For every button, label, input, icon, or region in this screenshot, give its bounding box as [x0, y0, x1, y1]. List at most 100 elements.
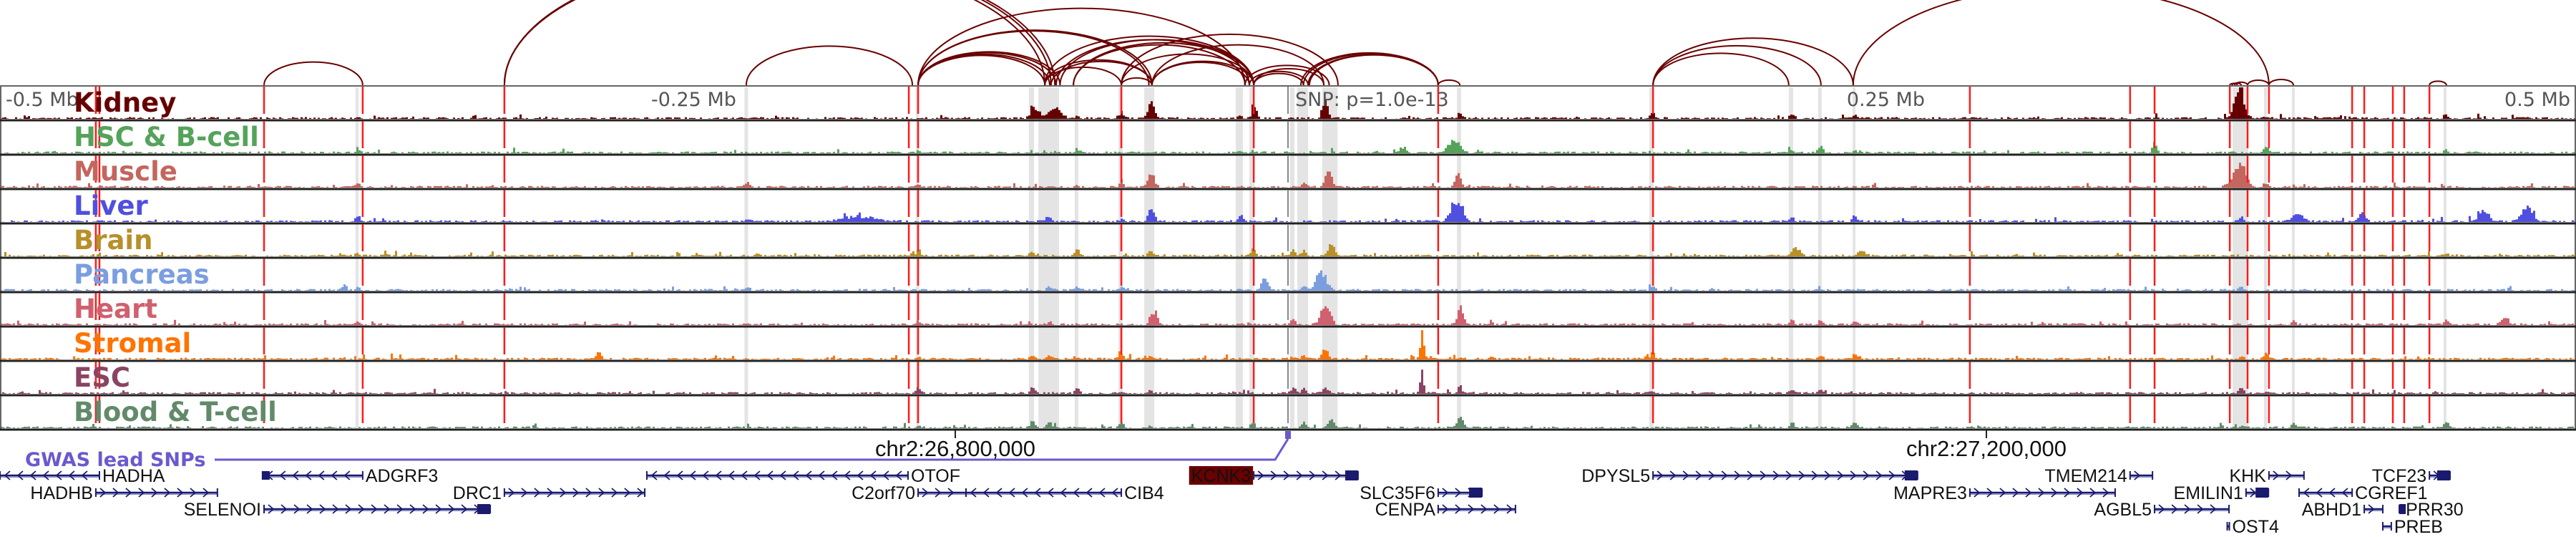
- highlighted-gene-badge: [1189, 466, 1254, 485]
- gene-label: CIB4: [1124, 483, 1164, 503]
- gene-adgrf3[interactable]: ADGRF3: [261, 466, 438, 486]
- interaction-arc: [1437, 79, 1461, 86]
- gene-c2orf70[interactable]: C2orf70: [852, 483, 967, 503]
- strand-arrow-right-icon: [1974, 488, 2109, 498]
- gwas-lead-snp-marker[interactable]: [1285, 431, 1291, 439]
- gene-label: AGBL5: [2094, 500, 2152, 520]
- axis-quarter-right-label: 0.25 Mb: [1847, 89, 1925, 111]
- gene-label: ABHD1: [2302, 500, 2361, 520]
- interaction-arc: [1121, 53, 1255, 86]
- gene-cenpa[interactable]: CENPA: [1375, 500, 1516, 520]
- axis-labels: -0.5 Mb -0.25 Mb SNP: p=1.0e-13 0.25 Mb …: [6, 89, 2570, 111]
- gene-preb[interactable]: PREB: [2382, 517, 2443, 537]
- track-borders: [0, 85, 2576, 431]
- gene-label: HADHA: [102, 466, 165, 486]
- gene-exon-block: [2436, 470, 2450, 480]
- gene-exon-block: [1345, 470, 1358, 480]
- gene-hadhb[interactable]: HADHB: [30, 483, 218, 503]
- track-label-muscle: Muscle: [74, 156, 177, 187]
- gene-label: C2orf70: [852, 483, 915, 503]
- interaction-arc: [1852, 0, 2270, 86]
- track-label-kidney: Kidney: [74, 87, 176, 118]
- gene-agbl5[interactable]: AGBL5: [2094, 500, 2230, 520]
- gene-selenoi[interactable]: SELENOI: [184, 500, 492, 520]
- gene-slc35f6[interactable]: SLC35F6: [1360, 483, 1483, 503]
- interaction-arc: [1253, 68, 1325, 86]
- track-label-brain: Brain: [74, 225, 152, 256]
- interaction-arc: [917, 53, 1050, 86]
- interaction-arc: [1151, 62, 1250, 86]
- track-label-pancreas: Pancreas: [74, 259, 210, 290]
- signal-track-esc: [2, 369, 2576, 394]
- gene-kcnk3[interactable]: KCNK3: [1189, 466, 1359, 486]
- gene-exon-block: [2255, 488, 2269, 498]
- strand-arrow-right-icon: [268, 504, 481, 514]
- signal-track-heart: [0, 305, 2574, 325]
- gene-label: EMILIN1: [2174, 483, 2243, 503]
- gene-khk[interactable]: KHK: [2229, 466, 2305, 486]
- gene-cgref1[interactable]: CGREF1: [2298, 483, 2428, 503]
- gene-otof[interactable]: OTOF: [645, 466, 960, 486]
- coordinate-label-right: chr2:27,200,000: [1906, 436, 2067, 461]
- track-label-stromal: Stromal: [74, 328, 191, 359]
- interaction-arc: [503, 0, 1056, 86]
- signal-track-muscle: [0, 163, 2576, 188]
- interaction-arc: [917, 7, 1246, 86]
- gene-label: TCF23: [2372, 466, 2426, 486]
- gene-label: DPYSL5: [1581, 466, 1650, 486]
- strand-arrow-right-icon: [1442, 504, 1513, 514]
- interaction-arc: [745, 45, 914, 86]
- gene-emilin1[interactable]: EMILIN1: [2174, 483, 2270, 503]
- interaction-arc: [917, 54, 1046, 86]
- gene-label: DRC1: [453, 483, 502, 503]
- interaction-arc: [2268, 78, 2295, 86]
- gene-cib4[interactable]: CIB4: [965, 483, 1164, 503]
- coordinate-label-left: chr2:26,800,000: [875, 436, 1035, 461]
- track-label-esc: ESC: [74, 362, 130, 393]
- gene-label: OST4: [2233, 517, 2279, 537]
- interaction-arc: [2247, 79, 2270, 86]
- signal-track-brain: [0, 244, 2576, 256]
- track-label-liver: Liver: [74, 190, 148, 221]
- track-label-hsc-b-cell: HSC & B-cell: [74, 122, 259, 153]
- gene-label: CGREF1: [2355, 483, 2427, 503]
- gwas-track: GWAS lead SNPs: [25, 431, 1291, 471]
- gene-tcf23[interactable]: TCF23: [2372, 466, 2451, 486]
- gene-label: KCNK3: [1191, 466, 1251, 486]
- track-labels: Kidney HSC & B-cell Muscle Liver Brain P…: [74, 87, 277, 427]
- strand-arrow-right-icon: [508, 488, 644, 498]
- gene-label: OTOF: [911, 466, 960, 486]
- interaction-arc: [917, 51, 1061, 86]
- gene-label: HADHB: [30, 483, 93, 503]
- gene-hadha[interactable]: HADHA: [0, 466, 165, 486]
- gene-prr30[interactable]: PRR30: [2399, 500, 2464, 520]
- gwas-connector-line: [215, 438, 1289, 461]
- signal-tracks: [0, 87, 2576, 428]
- gene-drc1[interactable]: DRC1: [453, 483, 646, 503]
- gene-label: KHK: [2229, 466, 2266, 486]
- signal-track-blood-t-cell: [0, 417, 2574, 428]
- gene-exon-block: [1904, 470, 1918, 480]
- strand-arrow-left-icon: [650, 470, 902, 480]
- interaction-arc: [1244, 64, 1330, 86]
- gene-label: SELENOI: [184, 500, 261, 520]
- strand-arrow-right-icon: [922, 488, 955, 498]
- gene-label: CENPA: [1375, 500, 1436, 520]
- strand-arrow-left-icon: [4, 470, 88, 480]
- gene-ost4[interactable]: OST4: [2226, 517, 2279, 537]
- interaction-arc: [503, 0, 1052, 86]
- strand-arrow-right-icon: [2158, 504, 2217, 514]
- gene-exon-block: [1469, 488, 1483, 498]
- interaction-arc: [1652, 44, 1822, 86]
- gene-tmem214[interactable]: TMEM214: [2045, 466, 2154, 486]
- gene-label: PREB: [2394, 517, 2443, 537]
- strand-arrow-right-icon: [2368, 504, 2375, 514]
- strand-arrow-right-icon: [1257, 470, 1355, 480]
- gene-abhd1[interactable]: ABHD1: [2302, 500, 2384, 520]
- coordinate-labels: chr2:26,800,000 chr2:27,200,000: [875, 430, 2067, 461]
- strand-arrow-right-icon: [2134, 470, 2141, 480]
- gene-dpysl5[interactable]: DPYSL5: [1581, 466, 1918, 486]
- gene-mapre3[interactable]: MAPRE3: [1893, 483, 2116, 503]
